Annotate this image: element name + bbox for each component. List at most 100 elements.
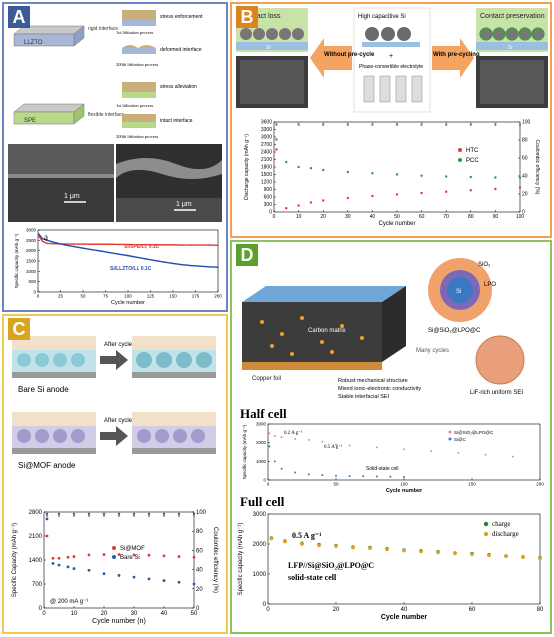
bullet-3: Stable interfacial SEI <box>338 394 390 400</box>
data-point <box>348 475 351 478</box>
rigid-step-3: deformed interface <box>160 47 202 53</box>
flexible-base-label: SPE <box>24 118 36 124</box>
ce-point <box>297 123 300 126</box>
x-tick-label: 175 <box>192 294 200 299</box>
ce-point <box>117 512 121 516</box>
ce-point <box>275 121 278 124</box>
y-tick-label: 1500 <box>26 259 37 264</box>
y-tick-label: 2000 <box>253 542 267 548</box>
ce-point <box>192 514 196 518</box>
x-tick-label: 200 <box>214 294 222 299</box>
data-point <box>87 553 91 557</box>
x-tick-label: 75 <box>103 294 109 299</box>
ce-point <box>518 121 522 124</box>
data-point <box>420 191 423 195</box>
data-point <box>177 555 181 558</box>
chart-a: 0 25 50 75 100 125 150 175 200050010001500200025… <box>14 228 222 307</box>
ce-point <box>322 121 325 124</box>
data-point <box>162 579 166 582</box>
ce-point <box>177 512 181 516</box>
data-point <box>494 187 497 191</box>
data-point <box>430 450 433 453</box>
ce-point <box>395 123 399 126</box>
data-point <box>436 550 440 555</box>
y-tick-label: 0 <box>263 478 266 483</box>
data-point <box>66 565 70 569</box>
data-point <box>41 237 44 240</box>
data-point <box>57 556 61 560</box>
data-point <box>192 582 196 586</box>
y-tick-label: 2500 <box>26 238 37 243</box>
data-point <box>192 555 196 559</box>
data-point <box>402 548 406 553</box>
bare-si-label: Bare Si anode <box>18 385 69 394</box>
ce-point <box>87 512 91 516</box>
half-cell-title: Half cell <box>240 406 287 421</box>
y2-tick-label: 40 <box>196 568 203 574</box>
data-point <box>41 240 44 243</box>
y2-axis-label: Coulombic efficiency (%) <box>534 140 540 195</box>
ce-point <box>72 512 76 516</box>
legend-marker-bare-si <box>112 555 116 559</box>
copper-foil-label: Copper foil <box>252 376 281 382</box>
y2-tick-label: 0 <box>522 210 525 216</box>
y-axis-label: Discharge capacity (mAh g⁻¹) <box>244 134 250 200</box>
legend-si-mof: Si@MOF <box>120 546 145 552</box>
data-point <box>539 458 541 461</box>
x-axis-label: Cycle number (n) <box>92 618 146 625</box>
x-tick-label: 30 <box>345 214 351 220</box>
rigid-interface-label: rigid interface <box>88 26 118 32</box>
data-point <box>102 553 106 556</box>
x-tick-label: 40 <box>161 611 168 617</box>
legend-2: Si@C <box>454 437 467 442</box>
data-point <box>82 243 84 245</box>
data-point <box>362 475 365 478</box>
data-point <box>285 160 288 164</box>
data-point <box>300 542 304 546</box>
ce-point <box>102 512 106 516</box>
data-point <box>117 574 121 577</box>
data-point <box>307 438 310 441</box>
rigid-schematic: LLZTO rigid interface stress enforcement… <box>13 10 203 67</box>
data-point <box>147 577 151 581</box>
flexible-schematic: SPE flexible interface stress alleviatio… <box>13 82 197 139</box>
x-tick-label: 200 <box>536 482 544 487</box>
y2-axis-label: Coulombic efficiency (%) <box>212 527 218 593</box>
y-tick-label: 1000 <box>253 572 267 578</box>
legend-marker-2 <box>448 437 452 441</box>
left-title: Contact loss <box>242 13 281 20</box>
data-point <box>518 176 522 179</box>
data-point <box>322 168 325 172</box>
data-point <box>469 189 472 192</box>
y-tick-label: 2000 <box>26 248 37 253</box>
data-point <box>346 170 349 174</box>
x-tick-label: 60 <box>469 607 476 613</box>
data-point <box>100 250 102 252</box>
data-point <box>66 555 70 559</box>
data-point <box>445 190 448 193</box>
data-point <box>335 443 337 446</box>
plot-frame <box>43 511 195 609</box>
data-point <box>132 553 136 557</box>
rigid-base-label: LLZTO <box>24 40 43 46</box>
right-title: Contact preservation <box>480 13 545 20</box>
data-point <box>190 264 192 267</box>
y-axis-label: Specific capacity (mAh g⁻¹) <box>238 523 244 596</box>
x-tick-label: 125 <box>147 294 155 299</box>
legend-bare-si: Bare Si <box>120 555 140 561</box>
y-tick-label: 1000 <box>26 269 37 274</box>
data-point <box>309 201 313 204</box>
ce-point <box>445 123 448 126</box>
flexible-step-2: 1st lithiation process <box>116 103 153 108</box>
ce-point <box>102 514 106 518</box>
y-tick-label: 3000 <box>253 512 267 518</box>
data-point <box>334 544 338 548</box>
legend-marker-pcc <box>458 158 462 162</box>
y-tick-label: 3000 <box>256 422 267 427</box>
chart-b: 0 10 20 30 40 50 60 70 80 90 100030060090012001500… <box>244 120 540 227</box>
y2-tick-label: 40 <box>522 174 528 180</box>
data-point <box>145 243 147 246</box>
data-point <box>51 556 55 560</box>
data-point <box>172 262 174 265</box>
data-point <box>268 432 271 435</box>
